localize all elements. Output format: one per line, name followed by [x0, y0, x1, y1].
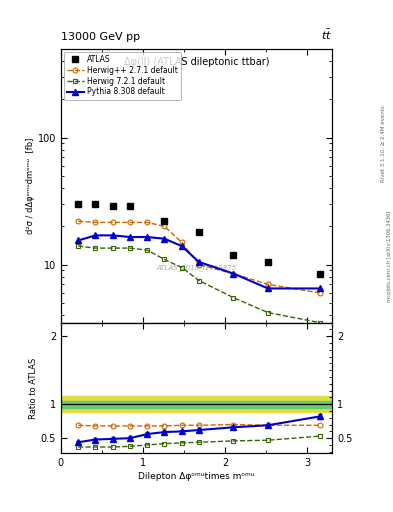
Text: Δφ(ll) (ATLAS dileptonic ttbar): Δφ(ll) (ATLAS dileptonic ttbar) [124, 57, 269, 67]
Herwig 7.2.1 default [318, 319, 322, 326]
ATLAS [110, 203, 115, 209]
Herwig++ 2.7.1 default [162, 223, 167, 229]
Pythia 8.308 default [179, 243, 184, 249]
Herwig++ 2.7.1 default [76, 218, 81, 224]
Text: Rivet 3.1.10, ≥ 2.4M events: Rivet 3.1.10, ≥ 2.4M events [381, 105, 386, 182]
Herwig 7.2.1 default [93, 245, 98, 251]
ATLAS [266, 259, 270, 265]
Herwig 7.2.1 default [179, 264, 184, 270]
Herwig 7.2.1 default [145, 247, 150, 253]
Pythia 8.308 default [145, 234, 150, 240]
Herwig++ 2.7.1 default [145, 219, 150, 225]
Line: ATLAS: ATLAS [75, 201, 323, 277]
Legend: ATLAS, Herwig++ 2.7.1 default, Herwig 7.2.1 default, Pythia 8.308 default: ATLAS, Herwig++ 2.7.1 default, Herwig 7.… [64, 52, 181, 99]
Herwig 7.2.1 default [266, 309, 270, 315]
Herwig 7.2.1 default [231, 294, 236, 301]
ATLAS [76, 201, 81, 207]
Line: Herwig++ 2.7.1 default: Herwig++ 2.7.1 default [76, 219, 322, 295]
Text: ATLAS_2019_I1759875: ATLAS_2019_I1759875 [156, 265, 237, 271]
Pythia 8.308 default [110, 232, 115, 239]
Herwig 7.2.1 default [162, 257, 167, 263]
Bar [61, 396, 332, 412]
Pythia 8.308 default [266, 285, 270, 291]
Pythia 8.308 default [318, 285, 322, 291]
Herwig++ 2.7.1 default [179, 239, 184, 245]
ATLAS [162, 218, 167, 224]
Pythia 8.308 default [196, 259, 201, 265]
Text: 13000 GeV pp: 13000 GeV pp [61, 32, 140, 42]
Herwig 7.2.1 default [196, 278, 201, 284]
Herwig++ 2.7.1 default [93, 219, 98, 225]
ATLAS [93, 201, 98, 207]
X-axis label: Dilepton Δφᵒᵐᵘtimes mᵒᵐᵘ: Dilepton Δφᵒᵐᵘtimes mᵒᵐᵘ [138, 472, 255, 481]
ATLAS [231, 251, 236, 258]
Pythia 8.308 default [231, 270, 236, 276]
Bar [61, 401, 332, 408]
Y-axis label: Ratio to ATLAS: Ratio to ATLAS [29, 357, 38, 418]
Pythia 8.308 default [128, 234, 132, 240]
Text: $t\bar{t}$: $t\bar{t}$ [321, 28, 332, 42]
Herwig 7.2.1 default [76, 243, 81, 249]
ATLAS [128, 203, 132, 209]
ATLAS [318, 270, 322, 276]
Herwig++ 2.7.1 default [110, 219, 115, 225]
Herwig++ 2.7.1 default [231, 270, 236, 276]
Y-axis label: d²σ / dΔφᵒᵐᵘdmᵒᵐᵘ  [fb]: d²σ / dΔφᵒᵐᵘdmᵒᵐᵘ [fb] [26, 137, 35, 234]
Herwig 7.2.1 default [128, 245, 132, 251]
Pythia 8.308 default [93, 232, 98, 239]
Herwig++ 2.7.1 default [318, 290, 322, 296]
Herwig 7.2.1 default [110, 245, 115, 251]
Line: Pythia 8.308 default: Pythia 8.308 default [75, 232, 323, 291]
Text: mcplots.cern.ch [arXiv:1306.3436]: mcplots.cern.ch [arXiv:1306.3436] [387, 210, 391, 302]
Herwig++ 2.7.1 default [266, 281, 270, 287]
Line: Herwig 7.2.1 default: Herwig 7.2.1 default [76, 244, 322, 325]
Herwig++ 2.7.1 default [196, 262, 201, 268]
Herwig++ 2.7.1 default [128, 219, 132, 225]
Pythia 8.308 default [162, 236, 167, 242]
ATLAS [196, 229, 201, 236]
Pythia 8.308 default [76, 238, 81, 244]
